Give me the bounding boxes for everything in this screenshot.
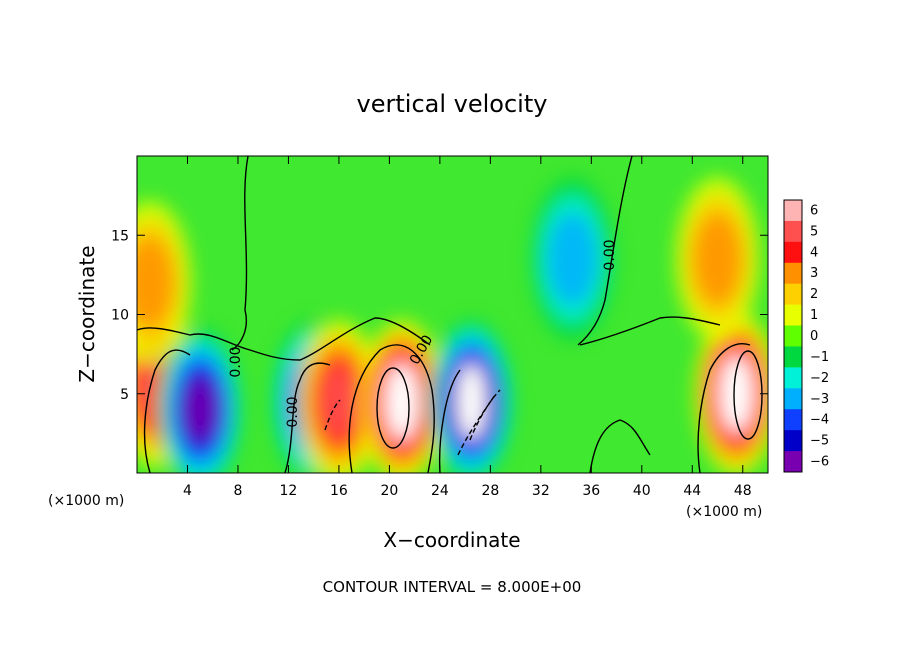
velocity-field (137, 177, 768, 473)
contour-line (376, 367, 410, 449)
zero-contour-line (137, 317, 431, 361)
colorbar-tick-label: −4 (810, 413, 829, 428)
field-cell (388, 363, 417, 440)
x-tick-label: 12 (280, 483, 298, 499)
y-tick-label: 10 (111, 308, 129, 324)
y-tick-label: 15 (111, 228, 129, 244)
zero-contour-line (348, 344, 435, 473)
x-left-unit-label: (×1000 m) (48, 493, 124, 509)
colorbar-tick-label: −6 (810, 455, 829, 470)
x-tick-label: 20 (380, 483, 398, 499)
zero-contour-line (579, 316, 721, 346)
x-tick-label: 36 (582, 483, 600, 499)
colorbar-tick-label: −5 (810, 434, 829, 449)
y-axis-title: Z−coordinate (75, 245, 99, 382)
colorbar-tick-label: 1 (810, 308, 818, 323)
x-tick-label: 4 (183, 483, 192, 499)
field-cell (182, 377, 218, 442)
colorbar-swatch (784, 220, 802, 243)
chart-title: vertical velocity (357, 90, 548, 118)
zero-contour-line (697, 343, 751, 473)
zero-contour-line (284, 362, 331, 473)
colorbar-tick-label: −1 (810, 350, 829, 365)
zero-contour-line (231, 156, 249, 351)
contour-line (733, 350, 763, 440)
colorbar-tick-label: 5 (810, 224, 818, 239)
colorbar-tick-label: −3 (810, 392, 829, 407)
x-tick-label: 40 (633, 483, 651, 499)
contour-line (457, 394, 496, 456)
zero-contour-line (589, 419, 651, 473)
x-tick-label: 28 (481, 483, 499, 499)
colorbar-swatch (784, 409, 802, 431)
colorbar-tick-label: 6 (810, 203, 818, 218)
plot-area (137, 156, 768, 473)
x-tick-label: 48 (734, 483, 752, 499)
colorbar-tick-label: −2 (810, 371, 829, 386)
colorbar-swatch (784, 367, 802, 389)
colorbar-swatch (784, 262, 802, 285)
colorbar-tick-label: 4 (810, 245, 818, 260)
colorbar-swatch (784, 200, 802, 222)
contour-label: 0.00 (228, 346, 244, 377)
zero-contours (137, 156, 763, 473)
colorbar: 6 5 4 3 2 1 0 −1 −2 −3 −4 −5 −6 (783, 199, 829, 473)
x-right-unit-label: (×1000 m) (686, 504, 762, 520)
zero-contour-line (143, 349, 191, 473)
x-tick-label: 16 (330, 483, 348, 499)
contour-label: 0.00 (285, 396, 301, 427)
x-tick-label: 24 (431, 483, 449, 499)
field-cell (457, 363, 486, 440)
contour-label: 0.00 (602, 239, 618, 270)
field-cell (547, 212, 598, 307)
colorbar-tick-label: 2 (810, 287, 818, 302)
zero-contour-line (438, 369, 461, 473)
colorbar-swatch (784, 283, 802, 306)
colorbar-frame (783, 199, 803, 473)
field-cell (137, 235, 175, 330)
colorbar-tick-label: 0 (810, 329, 818, 344)
colorbar-swatch (784, 241, 802, 264)
x-axis-title: X−coordinate (383, 528, 520, 552)
y-tick-label: 5 (120, 387, 129, 403)
field-cell (692, 212, 743, 307)
field-cell (722, 355, 751, 432)
x-tick-label: 8 (233, 483, 242, 499)
contour-line (324, 399, 341, 431)
zero-contour-line (577, 156, 633, 346)
colorbar-swatch (784, 304, 802, 327)
x-tick-label: 32 (532, 483, 550, 499)
colorbar-swatch (784, 325, 802, 347)
colorbar-swatch (784, 451, 802, 473)
contour-interval-label: CONTOUR INTERVAL = 8.000E+00 (323, 578, 582, 596)
x-tick-label: 44 (683, 483, 701, 499)
colorbar-swatch (784, 346, 802, 368)
colorbar-swatch (784, 388, 802, 410)
colorbar-swatch (784, 430, 802, 452)
colorbar-tick-label: 3 (810, 266, 818, 281)
